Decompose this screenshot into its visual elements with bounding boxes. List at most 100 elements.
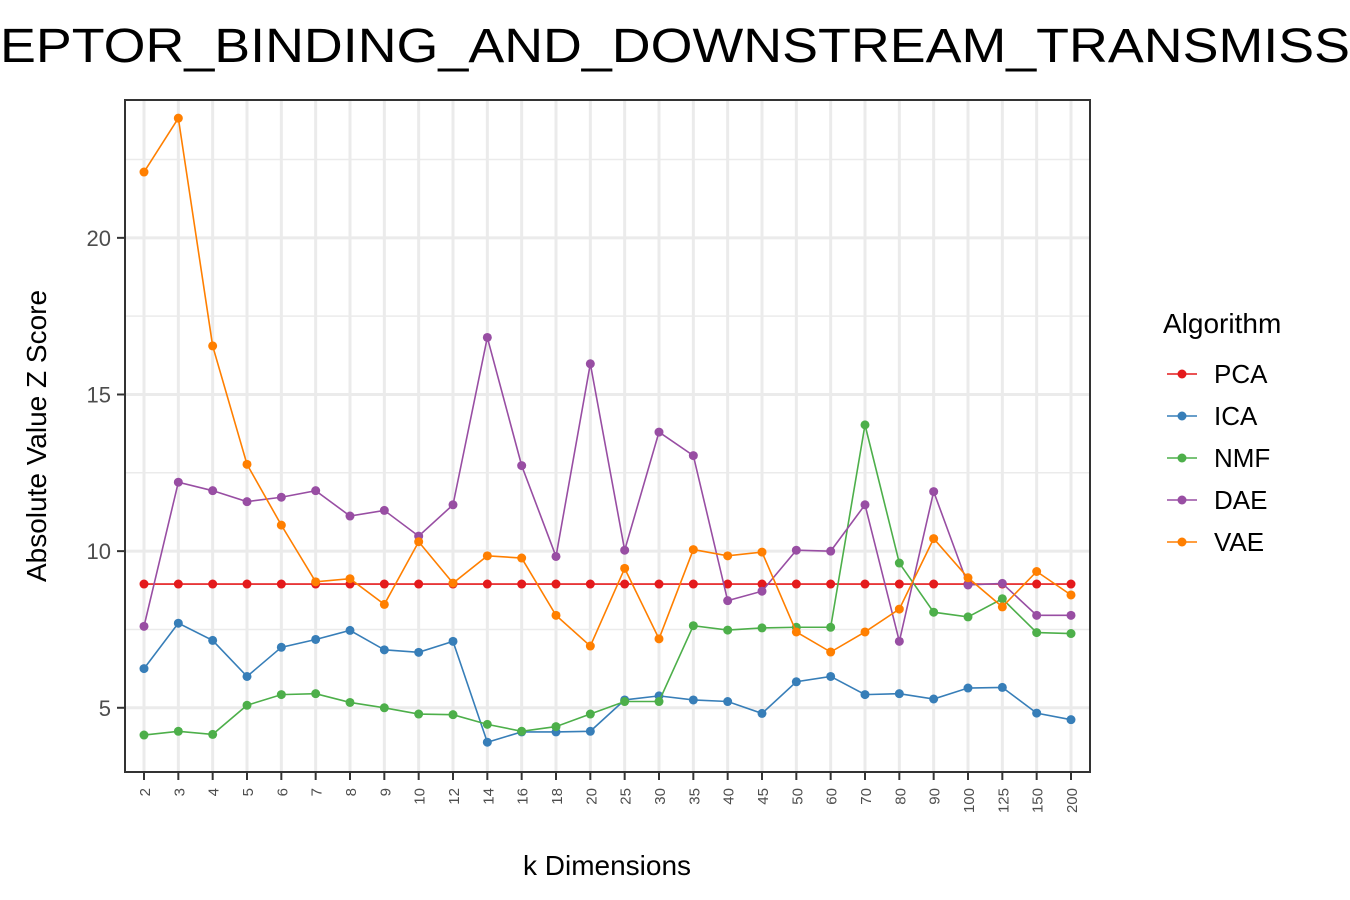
plot-border [124,99,1091,773]
data-point-vae [757,547,767,557]
data-point-dae [860,500,870,510]
data-point-nmf [173,726,183,736]
data-point-dae [139,621,149,631]
legend-key-point [1177,495,1187,505]
data-point-vae [1066,590,1076,600]
x-tick-label: 16 [515,788,532,805]
data-point-pca [791,579,801,589]
x-tick-label: 200 [1064,788,1081,813]
legend-items: PCA ICA NMF DAE VAE [1167,359,1270,557]
series-line-dae [143,337,1071,642]
data-point-nmf [208,729,218,739]
x-tick-label: 30 [652,788,669,805]
x-tick-label: 7 [309,788,326,796]
x-tick-label: 12 [446,788,463,805]
data-point-vae [139,167,149,177]
data-point-dae [276,492,286,502]
data-point-dae [894,636,904,646]
y-axis: 5 10 15 20 [87,226,125,721]
series-pca [139,579,1076,589]
data-point-dae [963,580,973,590]
data-point-nmf [894,558,904,568]
data-point-ica [276,642,286,652]
data-point-ica [139,664,149,674]
x-tick-label: 50 [789,788,806,805]
data-point-vae [448,578,458,588]
data-point-pca [654,579,664,589]
data-point-nmf [860,420,870,430]
series-dae [139,332,1076,646]
data-point-vae [276,520,286,530]
data-point-ica [757,708,767,718]
data-point-ica [208,635,218,645]
data-point-vae [379,599,389,609]
data-point-pca [208,579,218,589]
data-point-ica [688,695,698,705]
data-point-dae [723,596,733,606]
data-point-dae [208,486,218,496]
data-point-vae [414,537,424,547]
data-point-ica [482,737,492,747]
data-point-vae [654,634,664,644]
data-point-dae [757,586,767,596]
x-tick-label: 20 [583,788,600,805]
data-point-vae [929,534,939,544]
data-point-nmf [757,623,767,633]
x-tick-label: 4 [206,788,223,796]
data-point-pca [860,579,870,589]
data-point-nmf [997,594,1007,604]
x-tick-label: 18 [549,788,566,805]
data-point-ica [929,694,939,704]
legend-item-nmf: NMF [1167,443,1270,473]
data-point-nmf [414,709,424,719]
data-point-ica [414,647,424,657]
data-point-pca [688,579,698,589]
data-point-ica [345,625,355,635]
series-line-ica [143,622,1072,744]
data-point-ica [963,683,973,693]
data-point-dae [311,486,321,496]
data-point-nmf [242,700,252,710]
chart-title: EPTOR_BINDING_AND_DOWNSTREAM_TRANSMISS [0,20,1350,73]
data-point-nmf [379,703,389,713]
y-tick-label: 5 [99,696,111,721]
x-tick-label: 5 [240,788,257,796]
x-tick-label: 90 [927,788,944,805]
legend-label: DAE [1214,485,1267,515]
data-point-dae [517,461,527,471]
data-point-pca [620,579,630,589]
data-point-nmf [963,612,973,622]
data-point-vae [585,641,595,651]
x-tick-label: 14 [480,788,497,805]
data-point-dae [448,500,458,510]
data-point-vae [620,563,630,573]
data-point-nmf [723,625,733,635]
data-point-vae [242,459,252,469]
data-point-vae [482,551,492,561]
y-tick-label: 15 [87,382,111,407]
data-point-vae [551,610,561,620]
data-point-ica [379,645,389,655]
legend-label: ICA [1214,401,1258,431]
data-point-vae [517,553,527,563]
x-tick-label: 45 [755,788,772,805]
legend-label: NMF [1214,443,1270,473]
data-point-vae [791,627,801,637]
data-point-dae [654,427,664,437]
data-point-nmf [139,730,149,740]
data-point-pca [482,579,492,589]
legend-label: VAE [1214,527,1264,557]
data-point-nmf [276,690,286,700]
data-point-pca [1066,579,1076,589]
data-point-vae [997,602,1007,612]
x-tick-label: 125 [995,788,1012,813]
legend-item-vae: VAE [1167,527,1264,557]
legend-key-point [1177,453,1187,463]
data-point-pca [929,579,939,589]
data-point-ica [242,671,252,681]
data-point-nmf [517,726,527,736]
data-point-pca [276,579,286,589]
data-point-vae [1032,566,1042,576]
series-layer [139,113,1076,747]
